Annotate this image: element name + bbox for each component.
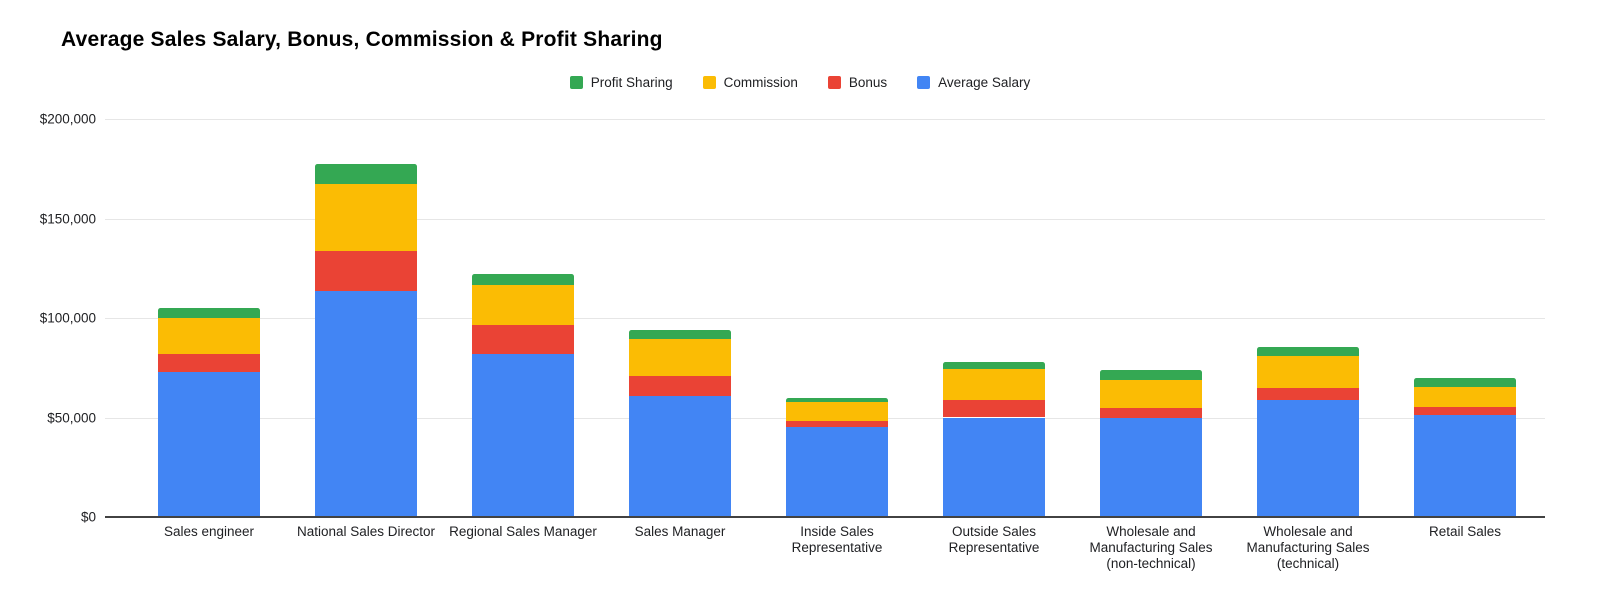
x-axis-label-retail-sales: Retail Sales [1428,524,1502,539]
bar-segment-bonus-wholesale-and-manufacturing-sales-non-technical[interactable] [1100,407,1202,419]
bar-segment-bonus-sales-manager[interactable] [629,375,731,396]
bar-segment-commission-wholesale-and-manufacturing-sales-technical[interactable] [1257,355,1359,388]
bar-segment-bonus-sales-engineer[interactable] [158,353,260,372]
bar-segment-average-salary-sales-manager[interactable] [629,395,731,517]
gridline [105,119,1545,120]
x-axis-label-sales-manager: Sales Manager [634,524,726,539]
y-tick-label: $100,000 [39,310,96,326]
bar-segment-bonus-outside-sales-representative[interactable] [943,399,1045,418]
bar-segment-profit-sharing-sales-manager[interactable] [629,329,731,339]
bar-segment-bonus-inside-sales-representative[interactable] [786,421,888,428]
legend-swatch-bonus [827,75,841,89]
bar-segment-bonus-regional-sales-manager[interactable] [472,324,574,354]
x-axis-label-inside-sales-representative: Inside Sales Representative [791,524,883,555]
bar-segment-commission-outside-sales-representative[interactable] [943,368,1045,400]
x-axis-label-wholesale-and-manufacturing-sales-non-technical: Wholesale and Manufacturing Sales (non-t… [1089,524,1213,571]
bar-segment-profit-sharing-retail-sales[interactable] [1414,377,1516,387]
bar-segment-average-salary-retail-sales[interactable] [1414,414,1516,517]
bar-segment-profit-sharing-outside-sales-representative[interactable] [943,361,1045,369]
bar-segment-average-salary-wholesale-and-manufacturing-sales-non-technical[interactable] [1100,418,1202,517]
bar-segment-commission-retail-sales[interactable] [1414,386,1516,407]
y-tick-label: $0 [80,509,96,525]
legend-label: Average Salary [938,74,1031,90]
bar-segment-commission-sales-manager[interactable] [629,338,731,376]
x-axis-label-outside-sales-representative: Outside Sales Representative [948,524,1040,555]
y-tick-label: $200,000 [39,111,96,127]
bar-segment-average-salary-regional-sales-manager[interactable] [472,353,574,517]
x-axis-label-sales-engineer: Sales engineer [163,524,255,539]
bar-segment-profit-sharing-national-sales-director[interactable] [315,163,417,184]
bar-segment-average-salary-inside-sales-representative[interactable] [786,427,888,517]
bar-segment-commission-wholesale-and-manufacturing-sales-non-technical[interactable] [1100,379,1202,408]
legend-label: Bonus [848,74,888,90]
bar-segment-commission-sales-engineer[interactable] [158,318,260,354]
bar-segment-average-salary-sales-engineer[interactable] [158,371,260,517]
bar-segment-profit-sharing-wholesale-and-manufacturing-sales-technical[interactable] [1257,346,1359,356]
legend-item-profit-sharing[interactable]: Profit Sharing [569,74,673,90]
legend-label: Profit Sharing [590,74,673,90]
bar-segment-average-salary-outside-sales-representative[interactable] [943,417,1045,517]
chart-title: Average Sales Salary, Bonus, Commission … [61,28,663,51]
x-axis-label-wholesale-and-manufacturing-sales-technical: Wholesale and Manufacturing Sales (techn… [1246,524,1370,571]
bar-segment-commission-regional-sales-manager[interactable] [472,285,574,325]
bar-segment-commission-inside-sales-representative[interactable] [786,401,888,422]
bar-segment-profit-sharing-wholesale-and-manufacturing-sales-non-technical[interactable] [1100,369,1202,380]
legend-item-commission[interactable]: Commission [702,74,798,90]
bar-segment-average-salary-wholesale-and-manufacturing-sales-technical[interactable] [1257,399,1359,517]
gridline [105,318,1545,319]
legend-swatch-commission [702,75,716,89]
bar-segment-bonus-retail-sales[interactable] [1414,406,1516,415]
legend-item-average-salary[interactable]: Average Salary [917,75,1030,90]
legend-swatch-average-salary [917,75,931,89]
bar-segment-profit-sharing-regional-sales-manager[interactable] [472,274,574,286]
x-axis-label-national-sales-director: National Sales Director [296,524,436,539]
x-axis-label-regional-sales-manager: Regional Sales Manager [449,524,597,539]
bar-segment-bonus-wholesale-and-manufacturing-sales-technical[interactable] [1257,387,1359,400]
bar-segment-average-salary-national-sales-director[interactable] [315,291,417,517]
x-axis-line [105,516,1545,518]
gridline [105,218,1545,220]
legend-item-bonus[interactable]: Bonus [827,74,888,90]
bar-segment-profit-sharing-sales-engineer[interactable] [158,308,260,318]
bar-segment-bonus-national-sales-director[interactable] [315,251,417,292]
chart-legend: Profit Sharing Commission Bonus Average Sal… [0,72,1600,92]
bar-segment-commission-national-sales-director[interactable] [315,183,417,252]
y-tick-label: $50,000 [47,410,96,425]
legend-swatch-profit-sharing [569,75,583,89]
bar-segment-profit-sharing-inside-sales-representative[interactable] [786,397,888,402]
y-tick-label: $150,000 [39,211,96,226]
legend-label: Commission [723,74,798,90]
